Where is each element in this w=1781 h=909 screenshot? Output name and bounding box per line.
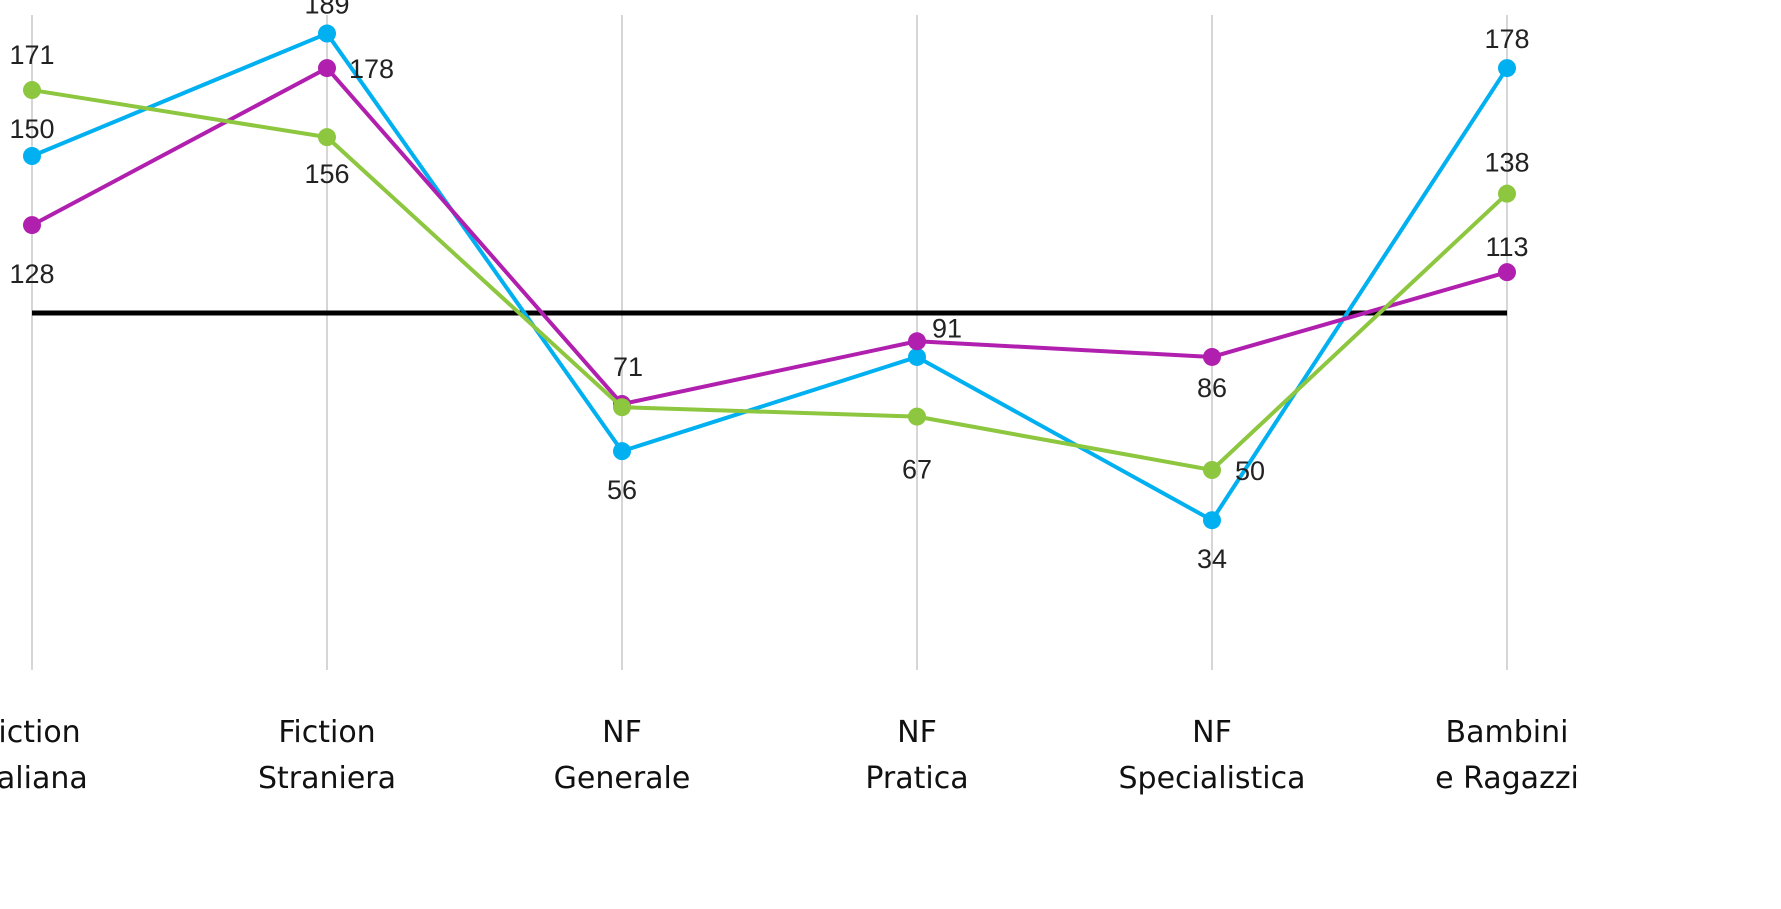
gridlines [31,15,1508,670]
data-point-1-1 [318,59,336,78]
series-line-2 [31,88,1509,472]
data-point-2-2 [613,398,631,417]
category-label-1: Fiction Straniera [258,715,396,796]
series-line-1 [31,66,1508,407]
data-label-0-1: 189 [304,0,349,20]
data-point-2-5 [1498,184,1516,203]
data-point-2-4 [1203,461,1221,479]
data-point-2-3 [908,407,926,426]
data-label-2-1: 156 [304,159,349,189]
data-label-1-5: 113 [1485,232,1528,262]
data-point-0-5 [1498,59,1516,78]
category-label-0: Fiction Italiana [0,715,88,796]
data-label-2-0: 171 [9,40,54,70]
data-label-1-3: 91 [932,313,962,343]
category-label-3: NF Pratica [865,715,968,796]
data-point-2-1 [318,128,336,147]
category-label-line-1-1: Straniera [258,761,396,796]
series-line-0 [31,31,1509,523]
data-point-1-3 [908,332,926,351]
data-point-0-0 [23,147,41,165]
data-point-0-4 [1203,511,1221,530]
data-label-1-0: 128 [9,259,54,289]
data-label-2-4: 50 [1235,456,1265,486]
category-label-line-5-0: Bambini [1446,715,1569,750]
data-point-2-0 [23,81,41,100]
data-point-1-5 [1498,263,1516,282]
category-label-line-3-1: Pratica [865,761,968,796]
category-label-line-2-0: NF [602,715,642,750]
category-label-line-0-1: Italiana [0,761,88,796]
data-label-2-3: 67 [902,455,932,485]
data-labels: 150 189 56 34 178 128 178 71 91 86 113 171 156 67 50 13… [9,0,1529,574]
data-point-0-3 [908,347,926,366]
series-lines [23,24,1516,530]
category-label-5: Bambini e Ragazzi [1435,715,1579,796]
data-label-1-2: 71 [613,352,643,382]
data-label-1-4: 86 [1197,373,1227,403]
category-label-2: NF Generale [554,715,691,796]
series-1 [23,59,1516,414]
data-point-1-4 [1203,347,1221,366]
category-label-4: NF Specialistica [1118,715,1305,796]
data-label-0-2: 56 [607,475,637,505]
category-labels: Fiction Italiana Fiction Straniera NF General… [0,715,1579,796]
category-label-line-4-0: NF [1192,715,1232,750]
category-label-line-1-0: Fiction [278,715,375,750]
data-label-2-5: 138 [1484,148,1529,178]
data-label-0-0: 150 [9,114,54,144]
category-label-line-0-0: Fiction [0,715,81,750]
data-label-0-5: 178 [1484,24,1529,54]
data-label-1-1: 178 [349,54,394,84]
category-label-line-5-1: e Ragazzi [1435,761,1579,796]
data-point-0-2 [613,442,631,461]
data-label-0-4: 34 [1197,544,1227,574]
category-label-line-3-0: NF [897,715,937,750]
data-point-0-1 [318,24,336,43]
series-0 [23,24,1516,530]
data-point-1-0 [23,216,41,235]
category-label-line-2-1: Generale [554,761,691,796]
category-label-line-4-1: Specialistica [1118,761,1305,796]
series-2 [23,81,1516,479]
